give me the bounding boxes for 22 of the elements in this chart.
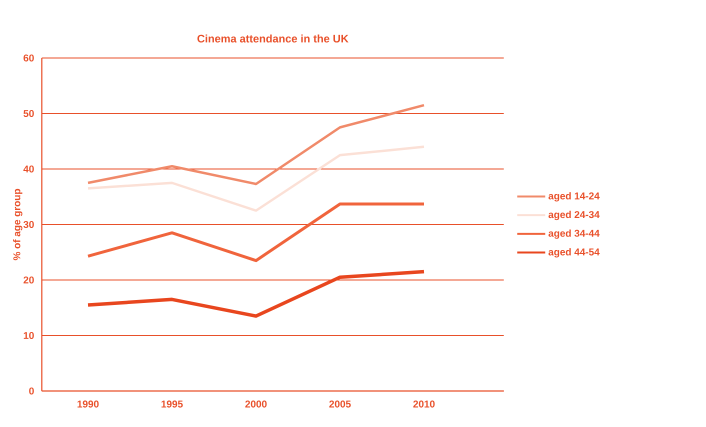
line-series (86, 146, 426, 212)
x-tick-label: 1990 (78, 400, 99, 408)
legend-label: aged 44-54 (548, 248, 600, 258)
y-tick-label: 20 (24, 276, 34, 284)
y-axis-title: % of age group (13, 188, 22, 260)
y-tick-label: 10 (24, 332, 34, 340)
y-tick-label: 40 (23, 165, 34, 173)
line-series (86, 104, 426, 186)
y-tick-label: 0 (29, 387, 34, 395)
x-tick-label: 2000 (245, 400, 267, 408)
y-tick-label: 60 (24, 54, 34, 62)
legend-label: aged 34-44 (548, 229, 600, 239)
line-series (86, 202, 426, 262)
y-tick-label: 30 (23, 220, 34, 228)
legend-label: aged 14-24 (548, 192, 600, 202)
legend-label: aged 24-34 (548, 210, 600, 220)
y-tick-label: 50 (24, 110, 34, 118)
line-series (86, 270, 426, 318)
x-tick-label: 2005 (329, 400, 351, 408)
chart-title: Cinema attendance in the UK (197, 34, 349, 43)
x-tick-label: 1995 (162, 400, 183, 408)
x-tick-label: 2010 (413, 400, 435, 408)
